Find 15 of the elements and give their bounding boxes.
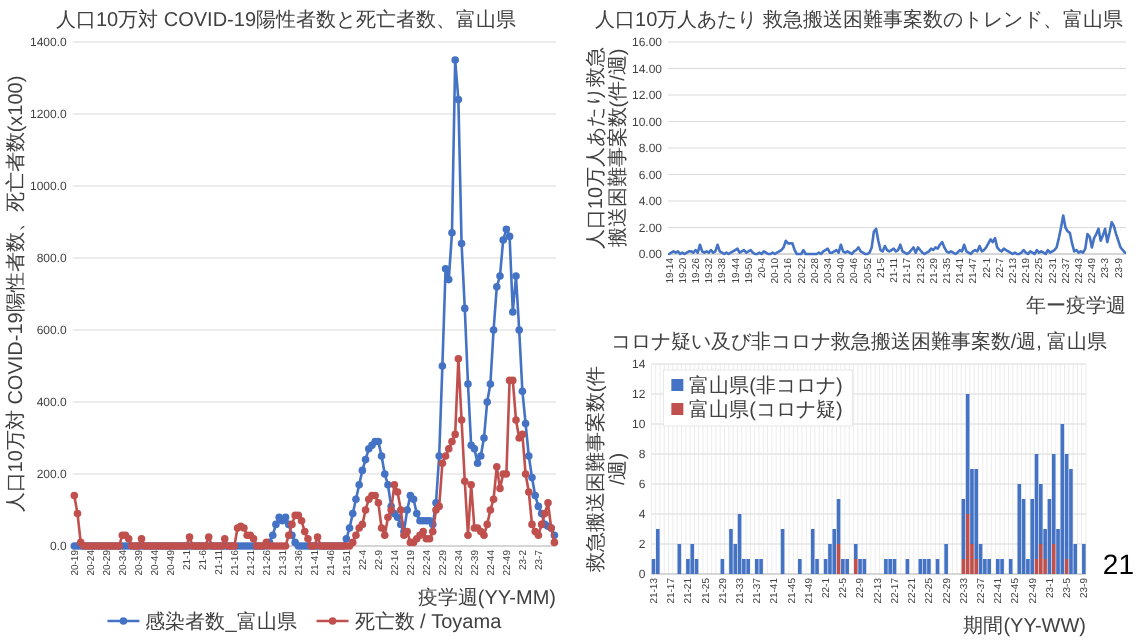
y-axis-title: 人口10万人あたり救急搬送困難事案数(件/週): [584, 46, 630, 250]
title: コロナ疑い及び非コロナ救急搬送困難事案数/週, 富山県: [610, 332, 1108, 354]
line-series: [667, 214, 1127, 256]
x-axis-title: 年ー疫学週: [1026, 294, 1126, 318]
x-axis-title: 期間(YY-WW): [963, 614, 1086, 638]
y-axis-title: 救急搬送困難事案数(件/週): [584, 365, 630, 575]
legend-label: 感染者数_富山県: [145, 610, 297, 634]
x-axis-title: 疫学週(YY-MM): [417, 586, 556, 610]
legend-label: 富山県(非コロナ): [689, 374, 843, 398]
legend-label: 死亡数 / Toyama: [354, 610, 503, 634]
title: 人口10万人あたり 救急搬送困難事案数のトレンド、富山県: [595, 10, 1123, 32]
title: 人口10万対 COVID-19陽性者数と死亡者数、富山県: [55, 10, 517, 32]
text: 21: [1102, 548, 1135, 580]
y-axis-title: 人口10万対 COVID-19陽性者数、死亡者数(x100): [4, 75, 28, 513]
legend-label: 富山県(コロナ疑): [689, 398, 843, 422]
